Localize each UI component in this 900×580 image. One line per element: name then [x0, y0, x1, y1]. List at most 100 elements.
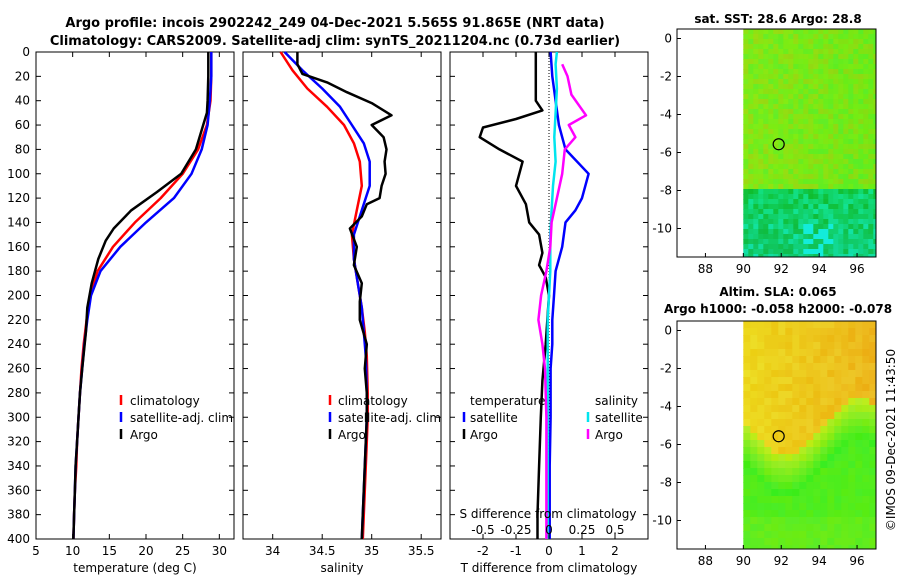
map-cell	[853, 114, 859, 120]
map-cell	[848, 454, 856, 462]
map-cell	[798, 124, 804, 130]
map-cell	[743, 184, 749, 190]
map-cell	[803, 104, 809, 110]
map-cell	[848, 124, 854, 130]
map-cell	[793, 119, 799, 125]
map-cell	[848, 99, 854, 105]
map-cell	[841, 328, 849, 336]
map-cell	[743, 149, 749, 155]
map-cell	[869, 405, 876, 413]
map-cell	[743, 254, 749, 257]
map-cell	[758, 239, 764, 245]
map-cell	[813, 144, 819, 150]
map-cell	[833, 159, 839, 165]
map-cell	[823, 59, 829, 65]
map-cell	[743, 391, 751, 399]
map-cell	[848, 370, 856, 378]
map-cell	[808, 209, 814, 215]
map-cell	[757, 524, 765, 532]
map-cell	[799, 349, 807, 357]
map-cell	[750, 363, 758, 371]
map-cell	[823, 154, 829, 160]
map-cell	[808, 159, 814, 165]
map-cell	[848, 194, 854, 200]
map-cell	[823, 244, 829, 250]
sla-map	[676, 320, 877, 550]
map-cell	[820, 405, 828, 413]
map-cell	[858, 159, 864, 165]
map-cell	[862, 440, 870, 448]
map-cell	[768, 184, 774, 190]
map-cell	[806, 384, 814, 392]
map-cell	[758, 174, 764, 180]
map-cell	[848, 503, 856, 511]
map-cell	[853, 54, 859, 60]
map-cell	[768, 199, 774, 205]
map-cell	[818, 214, 824, 220]
map-cell	[843, 39, 849, 45]
map-cell	[868, 144, 874, 150]
map-cell	[818, 179, 824, 185]
map-cell	[858, 184, 864, 190]
map-cell	[833, 44, 839, 50]
map-cell	[764, 475, 772, 483]
map-cell	[868, 234, 874, 240]
map-cell	[793, 239, 799, 245]
map-cell	[768, 129, 774, 135]
map-cell	[823, 209, 829, 215]
map-cell	[758, 39, 764, 45]
map-cell	[758, 34, 764, 40]
map-cell	[834, 503, 842, 511]
map-cell	[873, 49, 876, 55]
map-cell	[843, 174, 849, 180]
map-cell	[757, 531, 765, 539]
map-cell	[750, 503, 758, 511]
map-cell	[778, 129, 784, 135]
map-cell	[813, 44, 819, 50]
map-cell	[848, 349, 856, 357]
map-cell	[838, 174, 844, 180]
map-cell	[778, 363, 786, 371]
map-cell	[803, 254, 809, 257]
map-cell	[873, 119, 876, 125]
map-cell	[841, 356, 849, 364]
map-cell	[750, 335, 758, 343]
map-cell	[818, 164, 824, 170]
map-cell	[785, 454, 793, 462]
map-cell	[868, 179, 874, 185]
map-cell	[828, 179, 834, 185]
map-cell	[803, 174, 809, 180]
map-cell	[838, 144, 844, 150]
map-cell	[771, 328, 779, 336]
map-cell	[758, 144, 764, 150]
map-cell	[793, 89, 799, 95]
map-cell	[823, 234, 829, 240]
map-cell	[813, 440, 821, 448]
map-cell	[768, 214, 774, 220]
map-ytick-label-0-2: -4	[660, 108, 672, 122]
map-cell	[863, 119, 869, 125]
map-cell	[855, 475, 863, 483]
map-cell	[743, 84, 749, 90]
map-cell	[873, 169, 876, 175]
map-cell	[778, 49, 784, 55]
map-cell	[792, 398, 800, 406]
map-cell	[788, 189, 794, 195]
map-cell	[778, 538, 786, 546]
map-cell	[808, 249, 814, 255]
map-cell	[827, 349, 835, 357]
map-cell	[855, 370, 863, 378]
title-line-1: Argo profile: incois 2902242_249 04-Dec-…	[65, 16, 604, 31]
map-cell	[838, 194, 844, 200]
map-cell	[818, 94, 824, 100]
map-cell	[838, 94, 844, 100]
map-cell	[757, 440, 765, 448]
map-cell	[813, 426, 821, 434]
map-cell	[823, 29, 829, 35]
map-cell	[798, 229, 804, 235]
map-cell	[750, 545, 758, 549]
map-cell	[748, 84, 754, 90]
map-cell	[853, 174, 859, 180]
map-cell	[768, 204, 774, 210]
map-cell	[743, 109, 749, 115]
